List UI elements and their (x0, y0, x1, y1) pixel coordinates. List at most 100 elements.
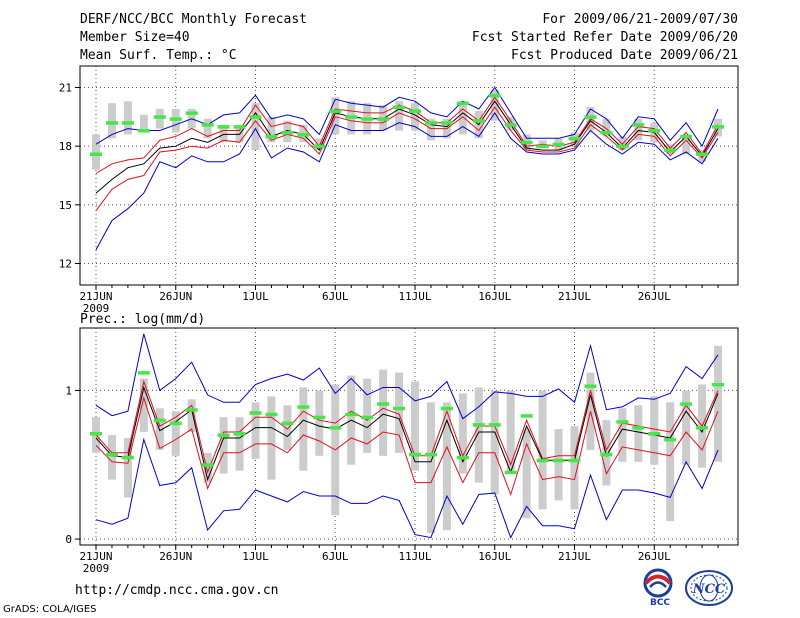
range-bar (107, 435, 116, 480)
range-bar (411, 381, 419, 471)
series-line-ensemble-mean (95, 100, 719, 194)
range-bar (107, 103, 116, 139)
observation-mark (153, 418, 166, 423)
series-line-upper-spread (95, 379, 719, 474)
range-bar (219, 417, 228, 474)
x-tick-label: 21JUL (558, 290, 591, 303)
observation-mark (313, 144, 326, 149)
observation-mark (345, 412, 358, 417)
plot-frame (79, 65, 739, 286)
x-tick-label: 26JUL (638, 290, 671, 303)
observation-mark (440, 406, 453, 411)
range-bar (203, 452, 212, 483)
observation-mark (648, 432, 661, 436)
year-label: 2009 (83, 302, 110, 315)
range-bar (251, 402, 260, 459)
observation-mark (520, 140, 533, 145)
observation-mark (616, 420, 629, 424)
range-bar (299, 387, 308, 471)
range-bar (426, 118, 435, 141)
range-bar (187, 399, 196, 433)
observation-mark (696, 426, 709, 430)
range-bar (634, 118, 643, 141)
range-bar (251, 103, 260, 151)
footer-url[interactable]: http://cmdp.ncc.cma.gov.cn (75, 583, 279, 598)
observation-mark (488, 423, 501, 427)
observation-mark (616, 144, 629, 149)
y-tick-label: 1 (65, 384, 72, 397)
observation-mark (712, 382, 725, 387)
observation-mark (632, 123, 645, 127)
fcst-started-date: Fcst Started Refer Date 2009/06/20 (471, 30, 738, 45)
observation-mark (185, 408, 198, 412)
observation-mark (345, 115, 358, 119)
x-tick-label: 21JUL (558, 550, 591, 563)
range-bar (395, 372, 404, 453)
series-line-upper-spread (95, 96, 719, 174)
year-label: 2009 (83, 562, 110, 575)
x-tick-label: 16JUL (478, 290, 511, 303)
observation-mark (249, 411, 262, 415)
series-line-upper-envelope (95, 333, 719, 420)
observation-mark (329, 109, 342, 113)
x-tick-label: 11JUL (398, 290, 431, 303)
forecast-period: For 2009/06/21-2009/07/30 (542, 12, 738, 27)
series-line-lower-envelope (95, 111, 719, 251)
y-tick-label: 0 (65, 533, 72, 546)
range-bar (267, 396, 276, 480)
series-line-upper-envelope (95, 86, 719, 148)
observation-mark (169, 421, 182, 426)
range-bar (92, 134, 100, 170)
range-bar (666, 402, 675, 522)
series-line-lower-envelope (95, 437, 719, 539)
observation-mark (424, 452, 437, 457)
observation-mark (712, 125, 725, 129)
ncc-logo-icon: NCC (685, 570, 733, 606)
observation-mark (153, 115, 166, 119)
range-bar (522, 429, 531, 519)
observation-mark (121, 121, 134, 125)
observation-mark (217, 125, 230, 129)
range-bar (283, 405, 292, 450)
range-bar (554, 429, 563, 501)
x-tick-label: 6JUL (322, 290, 349, 303)
range-bar (203, 118, 212, 139)
range-bar (490, 390, 499, 495)
range-bar (682, 134, 691, 154)
range-bar (650, 396, 659, 465)
range-bar (458, 101, 467, 135)
observation-mark (424, 121, 437, 125)
x-tick-label: 26JUL (638, 550, 671, 563)
observation-mark (664, 148, 677, 153)
observation-mark (456, 101, 469, 106)
observation-mark (105, 452, 118, 457)
fcst-produced-date: Fcst Produced Date 2009/06/21 (511, 48, 738, 63)
member-size-label: Member Size=40 (80, 30, 190, 45)
observation-mark (281, 130, 294, 135)
range-bar (714, 345, 723, 462)
observation-mark (409, 109, 421, 113)
observation-mark (472, 119, 485, 123)
observation-mark (90, 432, 102, 436)
x-tick-label: 26JUN (159, 290, 192, 303)
y-tick-label: 12 (59, 257, 72, 270)
range-bar (267, 116, 276, 143)
observation-mark (137, 371, 150, 375)
observation-mark (217, 433, 230, 438)
observation-mark (233, 125, 246, 129)
observation-mark (249, 115, 262, 119)
observation-mark (377, 402, 390, 406)
observation-mark (105, 121, 118, 125)
observation-mark (568, 458, 581, 463)
x-tick-label: 21JUN (79, 550, 112, 563)
observation-mark (201, 123, 214, 127)
observation-mark (456, 455, 469, 460)
observation-mark (600, 452, 613, 457)
observation-mark (504, 123, 517, 127)
observation-mark (265, 412, 278, 417)
series-line-lower-spread (95, 396, 719, 497)
range-bar (442, 402, 451, 531)
variable-label: Mean Surf. Temp.: °C (80, 48, 237, 63)
temperature-panel: 12 15 18 21 21JUN 26JUN 1JUL 6JUL 11JUL 16JUL 21JU… (59, 65, 739, 315)
series-line-lower-spread (95, 106, 719, 211)
